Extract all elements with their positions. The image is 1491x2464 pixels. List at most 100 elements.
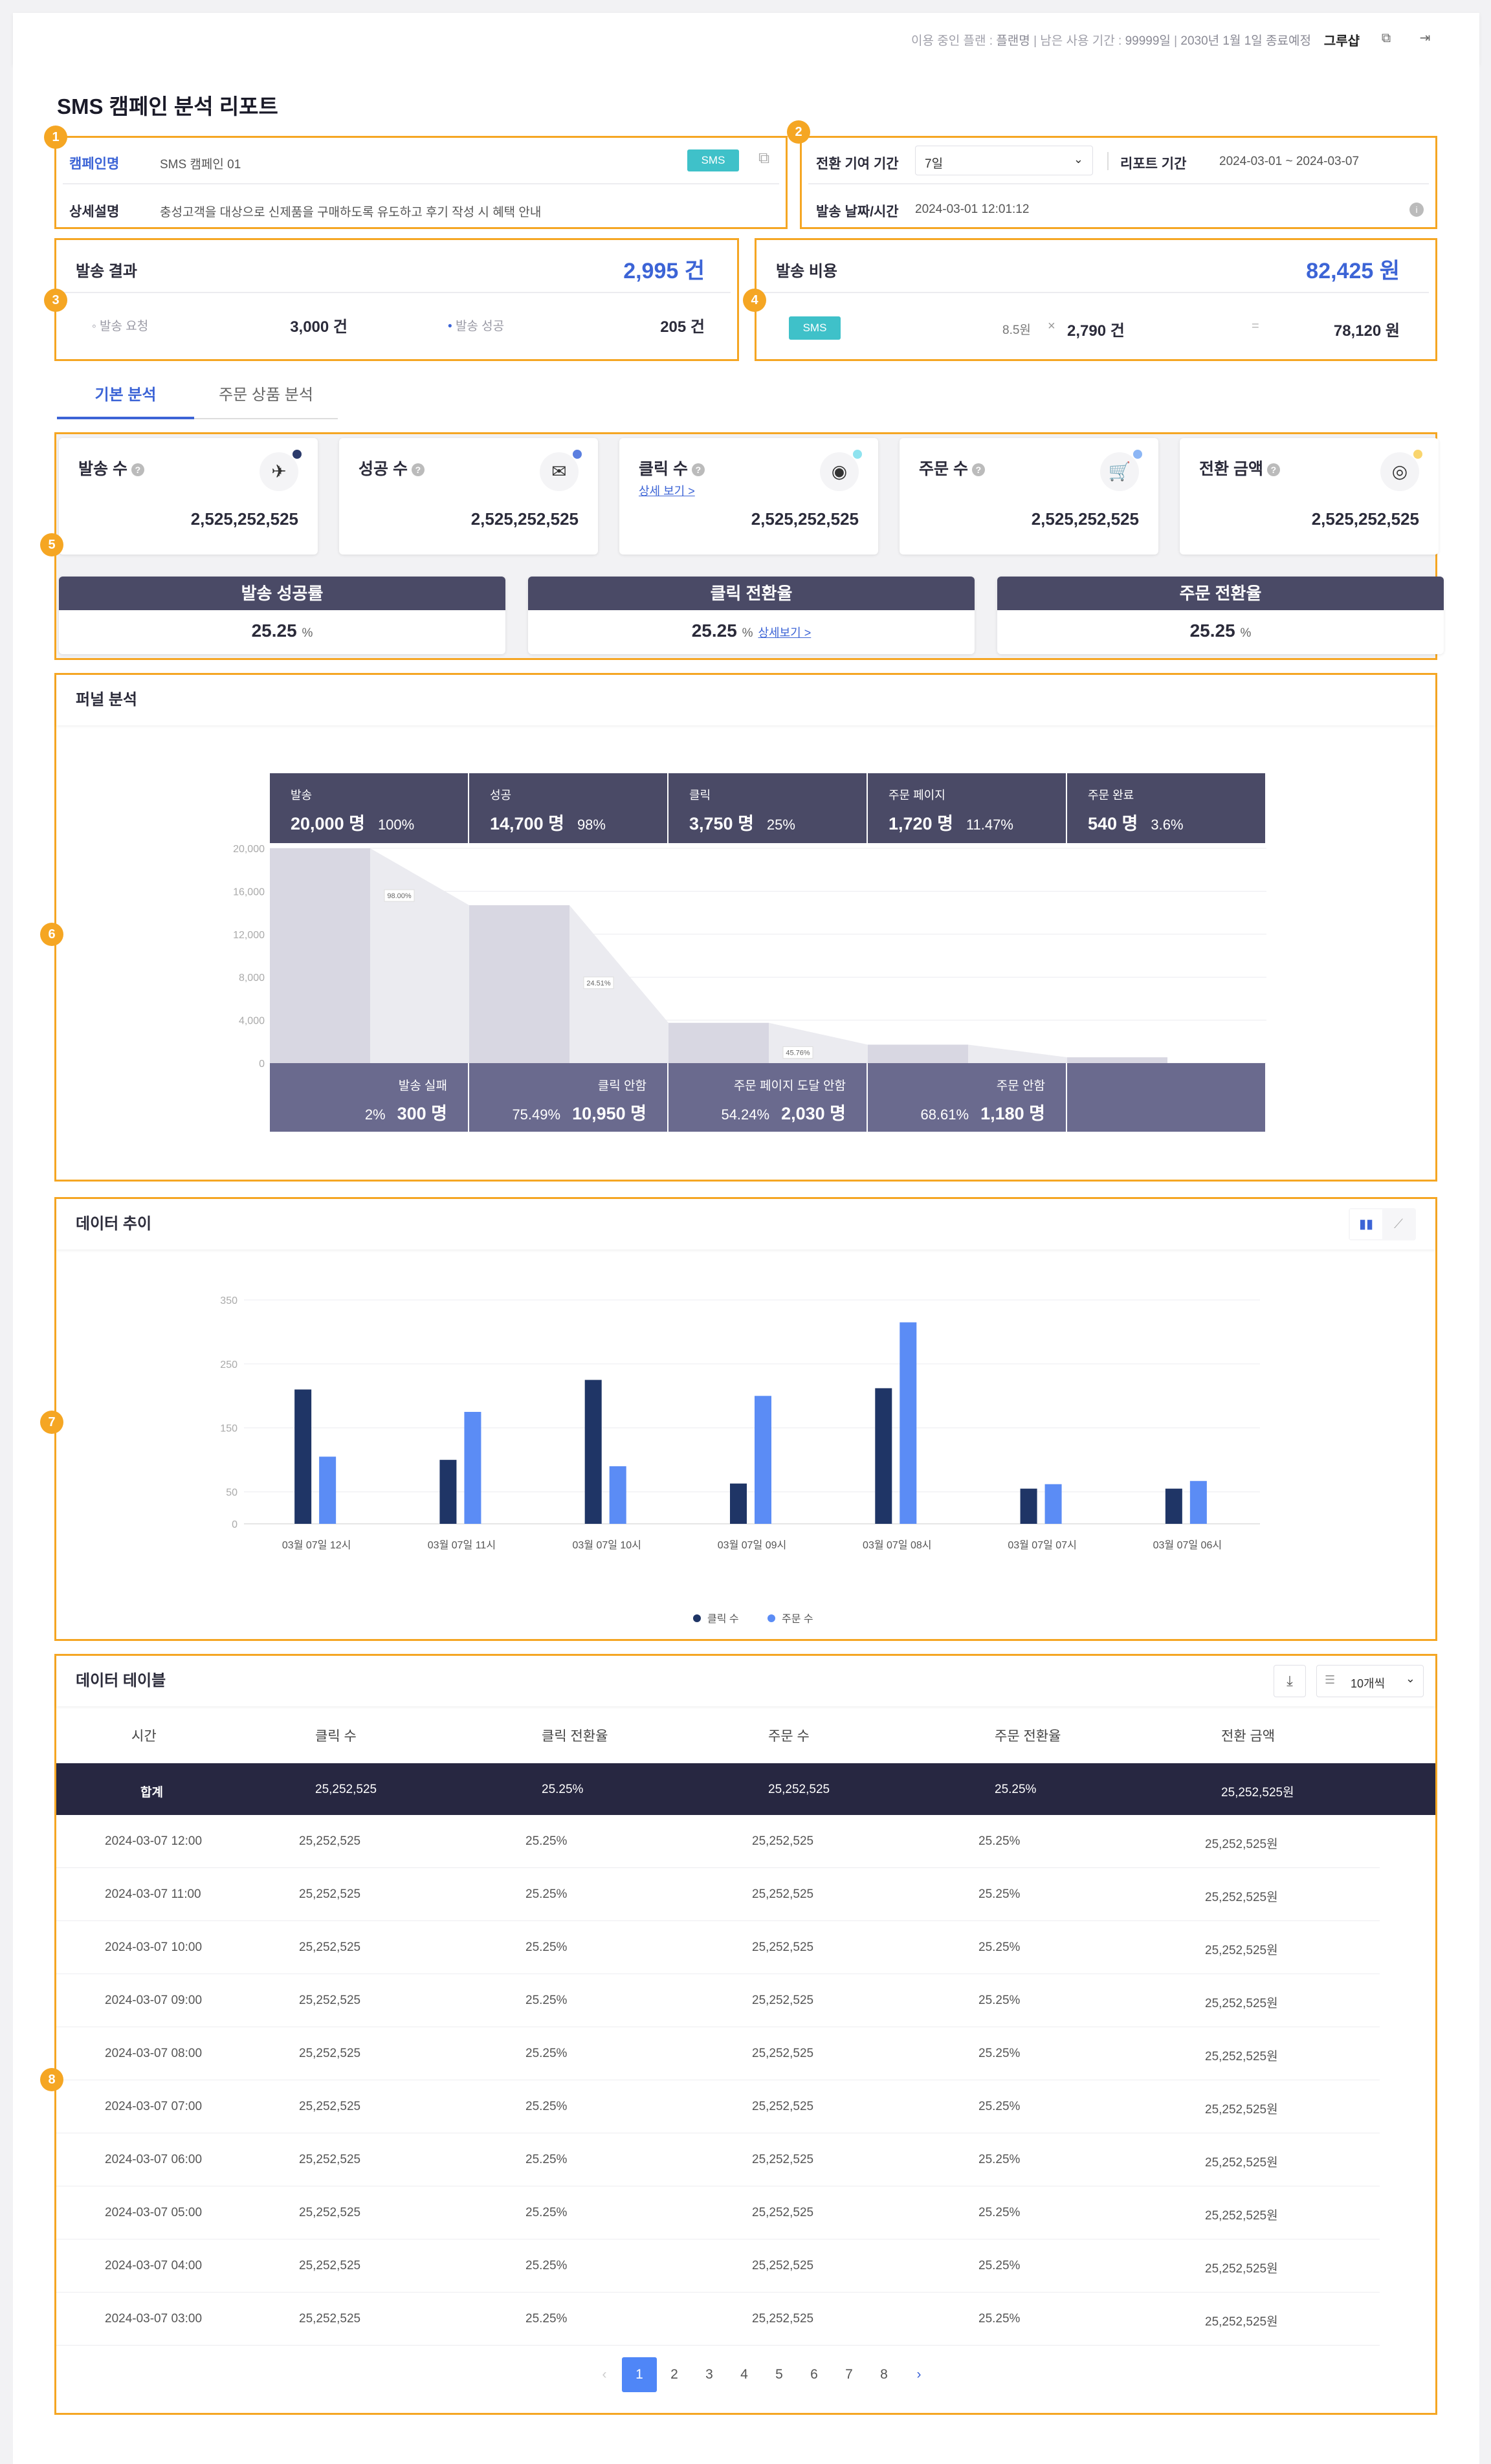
x-tick-label: 03월 07일 07시	[1008, 1539, 1076, 1551]
click-icon: ◉	[820, 452, 859, 491]
download-icon[interactable]: ⤓	[1274, 1665, 1306, 1697]
table-cell: 25,252,525원	[1205, 1944, 1278, 1957]
click-count-bar	[730, 1483, 747, 1524]
rate-title: 발송 성공률	[59, 577, 505, 610]
table-cell: 25.25%	[525, 1941, 568, 1954]
table-row: 2024-03-07 07:00 25,252,525 25.25% 25,252,5…	[56, 2080, 1380, 2133]
total-cell: 25,252,525	[768, 1783, 830, 1796]
order-count-bar	[609, 1466, 626, 1524]
dropoff-count: 75.49% 10,950 명	[512, 1104, 646, 1123]
bar-chart-icon[interactable]: ▮▮	[1350, 1209, 1382, 1239]
send-result-title: 발송 결과	[76, 263, 137, 280]
send-request-label: ◦ 발송 요청	[92, 320, 149, 333]
page-number[interactable]: 7	[845, 2367, 853, 2382]
rate-value: 25.25 %	[1189, 621, 1252, 641]
x-tick-label: 03월 07일 08시	[863, 1539, 931, 1551]
table-cell: 25.25%	[978, 1834, 1021, 1848]
page-number[interactable]: 8	[880, 2367, 888, 2382]
page-number[interactable]: 5	[775, 2367, 783, 2382]
click-count-bar	[584, 1380, 602, 1524]
help-icon[interactable]: ?	[411, 463, 425, 477]
dropoff-percent: 54.24%	[721, 1106, 770, 1123]
dropoff-percent: 68.61%	[920, 1106, 969, 1123]
column-header: 전환 금액	[1221, 1729, 1276, 1744]
click-count-bar	[1165, 1488, 1182, 1524]
help-icon[interactable]: ?	[691, 463, 705, 477]
status-dot	[573, 450, 582, 459]
tab-order-product-analysis[interactable]: 주문 상품 분석	[219, 386, 313, 404]
conversion-label: 45.76%	[786, 1050, 810, 1057]
table-cell: 25,252,525	[299, 2153, 361, 2166]
page-number[interactable]: 6	[810, 2367, 818, 2382]
table-cell: 25.25%	[978, 2312, 1021, 2326]
table-cell: 25.25%	[978, 2259, 1021, 2272]
prev-page-icon[interactable]: ‹	[602, 2367, 607, 2382]
legend-swatch	[768, 1614, 775, 1622]
order-count-bar	[1044, 1484, 1062, 1524]
stage-name: 성공	[490, 789, 512, 802]
funnel-title: 퍼널 분석	[56, 675, 1435, 725]
page-number[interactable]: 1	[622, 2357, 657, 2392]
stage-count: 20,000 명 100%	[291, 814, 415, 833]
group-name[interactable]: 그루샵	[1323, 34, 1360, 49]
page-number[interactable]: 4	[740, 2367, 748, 2382]
report-period-value: 2024-03-01 ~ 2024-03-07	[1219, 155, 1360, 168]
page-number[interactable]: 3	[705, 2367, 713, 2382]
table-row: 2024-03-07 05:00 25,252,525 25.25% 25,252,5…	[56, 2186, 1380, 2239]
funnel-stage: 주문 페이지 1,720 명 11.47%	[868, 773, 1066, 843]
line-chart-icon[interactable]: ⟋	[1394, 1217, 1403, 1231]
next-page-icon[interactable]: ›	[916, 2367, 922, 2382]
table-cell: 25,252,525원	[1205, 1891, 1278, 1904]
send-success-value: 205 건	[660, 318, 705, 336]
status-dot	[293, 450, 302, 459]
section-badge-7: 7	[40, 1411, 63, 1434]
dropoff-count: 2% 300 명	[364, 1104, 447, 1123]
logout-icon[interactable]: ⇥	[1419, 31, 1431, 45]
table-cell: 25,252,525	[752, 2206, 814, 2219]
table-cell: 25.25%	[525, 1834, 568, 1848]
funnel-connector	[968, 1044, 1067, 1063]
funnel-box: 퍼널 분석 20,000 16,000 12,000 8,000 4,000 0 98.00…	[54, 673, 1437, 1182]
total-cell: 25,252,525	[315, 1783, 377, 1796]
table-row: 2024-03-07 04:00 25,252,525 25.25% 25,252,5…	[56, 2239, 1380, 2293]
table-cell: 2024-03-07 07:00	[105, 2100, 203, 2113]
conversion-label-box	[583, 976, 614, 989]
stage-count: 1,720 명 11.47%	[889, 814, 1013, 833]
rate-card: 주문 전환율 25.25 %	[997, 577, 1444, 654]
dropoff-count: 68.61% 1,180 명	[920, 1104, 1045, 1123]
tab-basic-analysis[interactable]: 기본 분석	[94, 386, 157, 404]
campaign-name-value: SMS 캠페인 01	[160, 158, 241, 171]
table-title: 데이터 테이블	[56, 1656, 1435, 1706]
trend-chart: 350 250 150 50 0 03월 07일 12시 03월 07일 11시 03월 07…	[220, 1295, 1260, 1625]
page-number[interactable]: 2	[670, 2367, 678, 2382]
table-cell: 25.25%	[978, 2153, 1021, 2166]
table-cell: 25,252,525원	[1205, 2103, 1278, 2117]
conversion-period-select[interactable]: 7일 ⌄	[915, 146, 1093, 175]
data-table-box: 데이터 테이블 ⤓ ☰ 10개씩 ⌄ 시간 클릭 수 클릭 전환율 주문 수 주문 전환…	[54, 1654, 1437, 2415]
info-icon[interactable]: i	[1409, 203, 1424, 217]
y-tick-label: 20,000	[233, 844, 265, 855]
total-cell: 25,252,525원	[1221, 1786, 1294, 1799]
conversion-label: 24.51%	[586, 980, 611, 987]
stage-percent: 98%	[577, 817, 606, 833]
total-cell: 25.25%	[995, 1783, 1037, 1796]
help-icon[interactable]: ?	[971, 463, 985, 477]
help-icon[interactable]: ?	[1266, 463, 1280, 477]
table-row: 2024-03-07 11:00 25,252,525 25.25% 25,252,5…	[56, 1868, 1380, 1921]
send-datetime-value: 2024-03-01 12:01:12	[915, 203, 1030, 216]
kpi-value: 2,525,252,525	[190, 509, 298, 529]
external-link-icon[interactable]: ⧉	[758, 149, 770, 167]
help-icon[interactable]: ?	[131, 463, 144, 477]
plan-info: 이용 중인 플랜 : 플랜명 | 남은 사용 기간 : 99999일 | 203…	[911, 34, 1311, 48]
kpi-value: 2,525,252,525	[1311, 509, 1419, 529]
detail-link[interactable]: 상세 보기 >	[639, 485, 695, 498]
stage-percent: 100%	[377, 817, 415, 833]
table-cell: 25,252,525	[752, 1887, 814, 1901]
page-size-select[interactable]: ☰ 10개씩 ⌄	[1316, 1665, 1424, 1697]
detail-link[interactable]: 상세보기 >	[758, 626, 812, 639]
table-cell: 25.25%	[978, 2100, 1021, 2113]
table-cell: 25,252,525원	[1205, 2156, 1278, 2170]
send-datetime-label: 발송 날짜/시간	[816, 204, 899, 219]
send-cost-result: 78,120 원	[1333, 322, 1400, 340]
external-link-icon[interactable]: ⧉	[1381, 31, 1391, 45]
